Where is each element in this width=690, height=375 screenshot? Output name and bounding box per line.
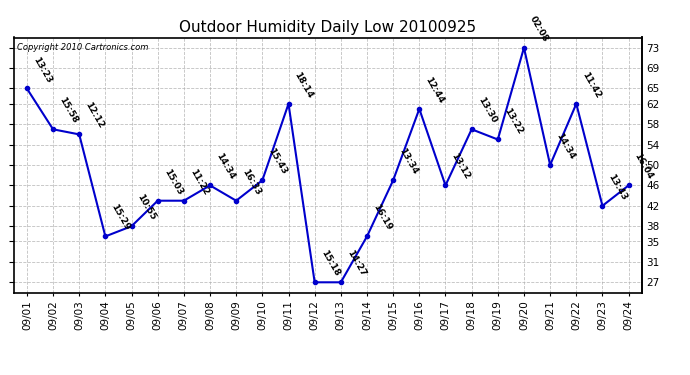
Text: 12:12: 12:12 bbox=[83, 101, 106, 130]
Text: 15:43: 15:43 bbox=[266, 147, 288, 176]
Text: 14:27: 14:27 bbox=[345, 249, 367, 278]
Text: 13:23: 13:23 bbox=[31, 55, 53, 84]
Text: 14:34: 14:34 bbox=[214, 152, 237, 181]
Text: 15:03: 15:03 bbox=[162, 167, 184, 196]
Text: 13:34: 13:34 bbox=[397, 147, 420, 176]
Text: 12:44: 12:44 bbox=[424, 75, 446, 105]
Text: 16:19: 16:19 bbox=[371, 203, 393, 232]
Text: 16:04: 16:04 bbox=[633, 152, 655, 181]
Text: 18:14: 18:14 bbox=[293, 70, 315, 100]
Text: 14:34: 14:34 bbox=[554, 131, 577, 161]
Text: 13:43: 13:43 bbox=[607, 172, 629, 202]
Text: 11:22: 11:22 bbox=[188, 167, 210, 196]
Text: Copyright 2010 Cartronics.com: Copyright 2010 Cartronics.com bbox=[17, 43, 148, 52]
Text: 15:29: 15:29 bbox=[110, 203, 132, 232]
Text: 13:12: 13:12 bbox=[450, 152, 472, 181]
Text: 15:58: 15:58 bbox=[57, 96, 79, 125]
Text: 02:08: 02:08 bbox=[528, 15, 550, 44]
Text: 15:18: 15:18 bbox=[319, 249, 341, 278]
Text: 16:33: 16:33 bbox=[240, 167, 262, 196]
Title: Outdoor Humidity Daily Low 20100925: Outdoor Humidity Daily Low 20100925 bbox=[179, 20, 476, 35]
Text: 13:22: 13:22 bbox=[502, 106, 524, 135]
Text: 13:30: 13:30 bbox=[476, 96, 498, 125]
Text: 10:55: 10:55 bbox=[136, 193, 158, 222]
Text: 11:42: 11:42 bbox=[580, 70, 602, 100]
